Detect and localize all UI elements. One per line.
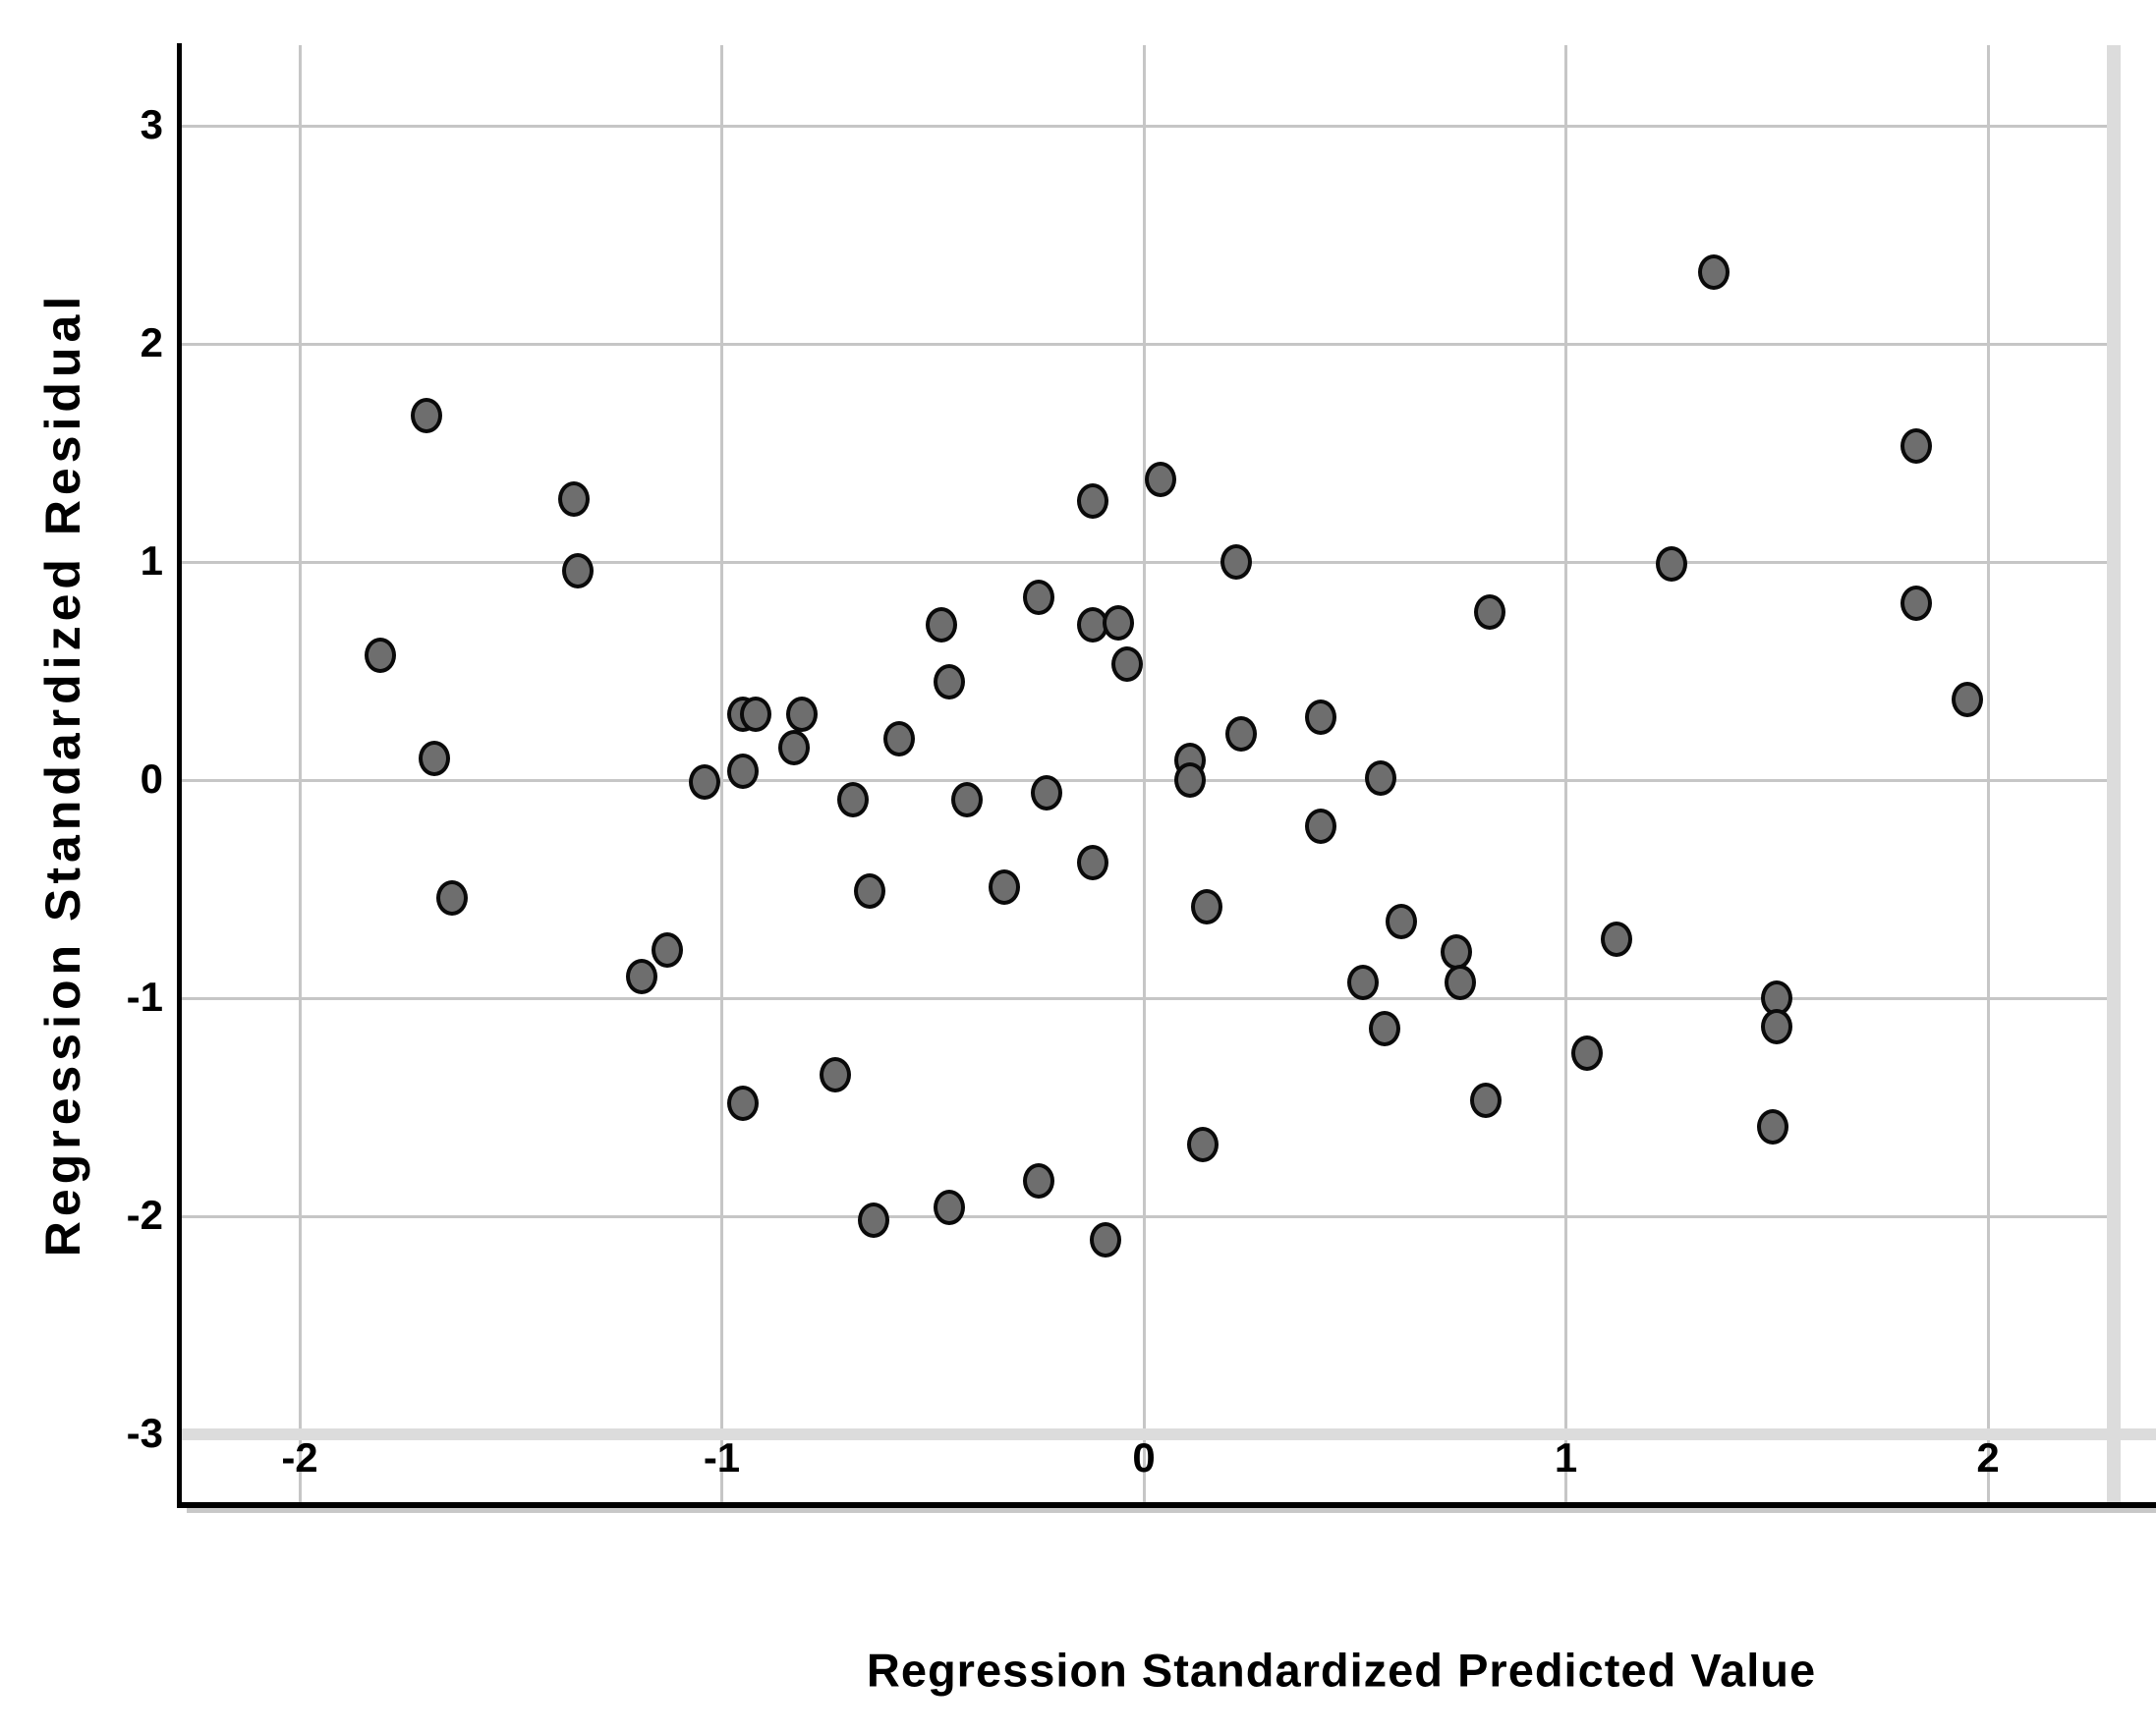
data-point: [1187, 1126, 1220, 1162]
data-point: [726, 1085, 759, 1121]
data-point: [1368, 1011, 1400, 1047]
data-point: [836, 781, 869, 817]
data-point: [777, 729, 810, 765]
horizontal-gridline: [181, 778, 2115, 782]
data-point: [562, 552, 595, 588]
data-point: [410, 398, 442, 434]
x-tick-label: 0: [1132, 1434, 1156, 1481]
data-point: [925, 607, 957, 643]
data-point: [726, 754, 759, 790]
data-point: [1347, 965, 1380, 1001]
x-tick-label: -2: [281, 1434, 318, 1481]
data-point: [989, 868, 1021, 905]
data-point: [882, 720, 915, 756]
horizontal-gridline: [181, 1428, 2156, 1440]
data-point: [820, 1056, 852, 1092]
data-point: [1077, 482, 1109, 519]
data-point: [1305, 808, 1337, 844]
data-point: [1951, 681, 1983, 717]
data-point: [1022, 1163, 1054, 1200]
data-point: [786, 697, 819, 733]
data-point: [1224, 716, 1257, 753]
data-point: [858, 1203, 890, 1239]
data-point: [1022, 579, 1054, 615]
y-axis-line: [177, 43, 182, 1508]
x-axis-line: [177, 1502, 2156, 1508]
data-point: [1364, 759, 1396, 796]
data-point: [1174, 762, 1207, 798]
data-point: [558, 480, 591, 517]
data-point: [1570, 1035, 1603, 1071]
data-point: [1756, 1108, 1788, 1145]
data-point: [1385, 904, 1417, 940]
data-point: [1077, 845, 1109, 881]
data-point: [1220, 544, 1253, 580]
data-point: [1474, 594, 1506, 631]
horizontal-gridline: [181, 342, 2115, 346]
x-axis-shadow: [187, 1508, 2156, 1513]
horizontal-gridline: [181, 124, 2115, 128]
y-tick-label: -3: [126, 1410, 163, 1456]
data-point: [1145, 461, 1177, 497]
data-point: [853, 873, 885, 910]
data-point: [1305, 699, 1337, 735]
data-point: [625, 958, 657, 994]
data-point: [1191, 888, 1223, 924]
data-point: [689, 764, 721, 801]
y-tick-label: 3: [140, 101, 163, 147]
data-point: [1110, 646, 1143, 683]
data-point: [950, 781, 983, 817]
data-point: [1469, 1083, 1502, 1119]
x-tick-label: 2: [1976, 1434, 2000, 1481]
y-tick-label: -1: [126, 974, 163, 1020]
horizontal-gridline: [181, 560, 2115, 564]
data-point: [364, 638, 396, 674]
data-point: [1031, 775, 1063, 811]
vertical-gridline: [298, 45, 302, 1502]
x-tick-label: -1: [703, 1434, 741, 1481]
data-point: [1445, 965, 1477, 1001]
vertical-gridline: [1986, 45, 1990, 1502]
data-point: [1655, 546, 1687, 583]
data-point: [1900, 586, 1932, 622]
vertical-gridline: [1564, 45, 1567, 1502]
data-point: [1103, 605, 1135, 642]
data-point: [1697, 253, 1730, 290]
plot-right-edge-band: [2107, 45, 2121, 1502]
y-tick-label: 0: [140, 755, 163, 802]
data-point: [1601, 922, 1633, 958]
data-point: [419, 740, 451, 776]
horizontal-gridline: [181, 996, 2115, 1000]
y-tick-label: -2: [126, 1192, 163, 1238]
data-point: [651, 932, 683, 969]
vertical-gridline: [720, 45, 723, 1502]
horizontal-gridline: [181, 1214, 2115, 1218]
data-point: [739, 697, 771, 733]
data-point: [1761, 1008, 1793, 1044]
x-tick-label: 1: [1554, 1434, 1578, 1481]
data-point: [435, 879, 468, 916]
data-point: [934, 1190, 966, 1226]
y-axis-title: Regression Standardized Residual: [35, 291, 90, 1258]
data-point: [1090, 1222, 1122, 1259]
y-tick-label: 2: [140, 319, 163, 365]
y-tick-label: 1: [140, 537, 163, 584]
x-axis-title: Regression Standardized Predicted Value: [866, 1644, 1817, 1697]
data-point: [934, 664, 966, 700]
vertical-gridline: [1142, 45, 1146, 1502]
data-point: [1900, 428, 1932, 465]
